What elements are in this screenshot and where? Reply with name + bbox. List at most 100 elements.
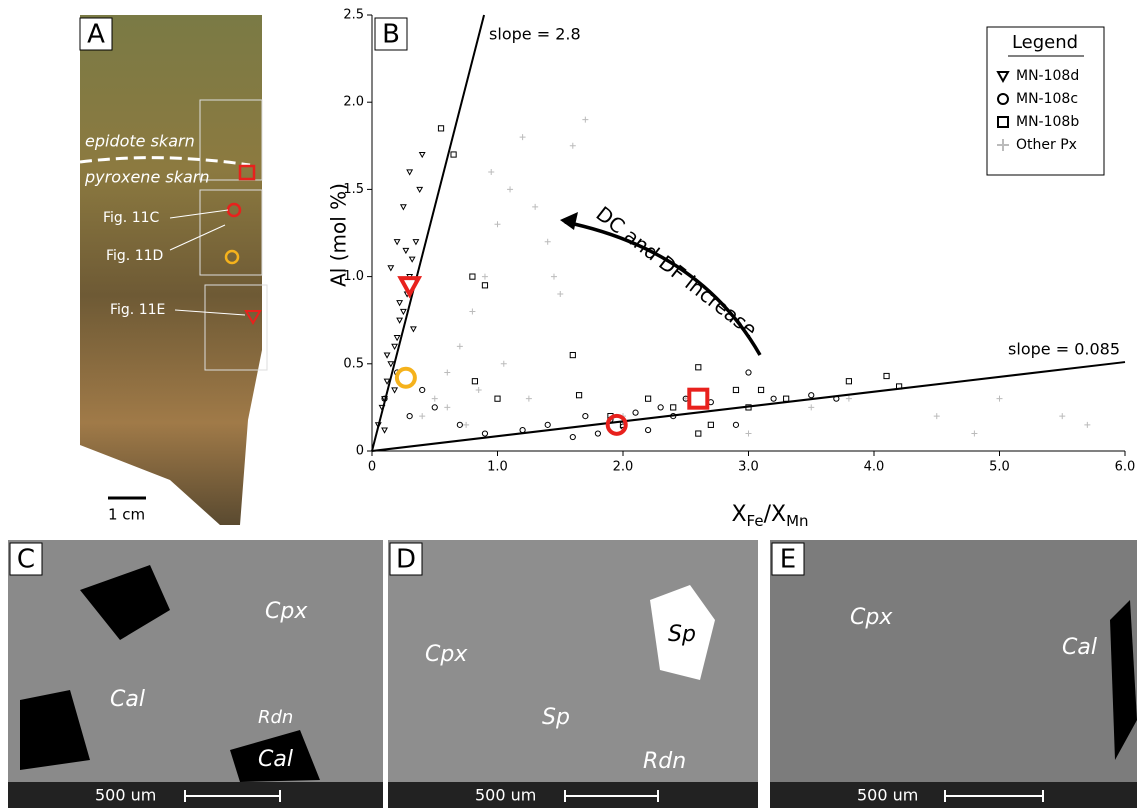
x-tick-label: 0 — [368, 460, 376, 475]
slope-label: slope = 2.8 — [489, 25, 581, 44]
triangle-marker — [412, 239, 420, 246]
annotation: DC and DF increase — [592, 201, 762, 341]
triangle-marker — [408, 256, 416, 263]
plus-marker — [463, 421, 470, 428]
legend-label: MN-108b — [1016, 114, 1079, 130]
frame — [199, 189, 263, 276]
bright-grain — [650, 585, 715, 680]
plus-marker — [481, 273, 488, 280]
circle-marker — [481, 430, 489, 437]
triangle-marker — [381, 427, 388, 434]
circle-marker — [632, 409, 639, 416]
panel-d: D Cpx Sp Sp Rdn 500 um — [388, 540, 758, 808]
plus-marker — [488, 168, 495, 175]
x-axis-label-part: /X — [764, 502, 786, 527]
x-tick-label: 3.0 — [738, 460, 759, 475]
circle-marker — [569, 433, 576, 441]
triangle-marker — [396, 317, 404, 324]
plus-marker — [500, 360, 507, 367]
circle-marker — [594, 430, 602, 437]
annotation: Fig. 11C — [103, 210, 160, 226]
mineral-label: Cpx — [425, 642, 468, 667]
triangle-marker — [393, 335, 401, 342]
triangle-marker — [383, 378, 391, 385]
plus-marker — [569, 142, 576, 149]
scale-label: 500 um — [475, 786, 536, 805]
square-marker — [695, 364, 702, 371]
circle-marker — [394, 366, 417, 389]
plus-marker — [475, 386, 482, 393]
triangle-marker — [393, 239, 401, 246]
plus-marker — [582, 116, 589, 123]
legend — [986, 26, 1105, 176]
label-box — [389, 542, 423, 576]
contact — [79, 156, 251, 167]
square-marker — [783, 395, 790, 402]
circle-marker — [605, 413, 628, 436]
triangle-marker — [996, 71, 1010, 84]
plus-marker — [845, 395, 852, 402]
frame — [204, 284, 268, 371]
mineral-label: Cal — [1062, 635, 1097, 660]
marker — [238, 164, 256, 181]
slope-line — [371, 361, 1126, 452]
arrow-head — [560, 212, 578, 230]
circle-marker — [808, 392, 815, 399]
mineral-label: Cpx — [850, 605, 893, 630]
triangle-marker — [391, 387, 399, 394]
annotation: epidote skarn — [85, 132, 195, 151]
y-tick-label: 2.5 — [343, 8, 364, 23]
square-marker — [471, 378, 479, 385]
scale-bar — [184, 790, 281, 802]
plus-marker — [971, 430, 978, 437]
square-marker — [883, 372, 890, 380]
mineral-label: Sp — [542, 705, 570, 730]
plus-marker — [544, 238, 551, 245]
panel-label: A — [87, 20, 105, 50]
legend-label: MN-108d — [1016, 68, 1079, 84]
triangle-marker — [399, 308, 407, 316]
slope-line — [371, 14, 486, 452]
plus-marker — [507, 186, 514, 193]
legend-label: MN-108c — [1016, 91, 1078, 107]
label-box — [9, 542, 43, 576]
triangle-marker — [402, 247, 410, 255]
sem-image — [770, 540, 1137, 782]
circle-marker — [456, 421, 463, 428]
marker — [224, 249, 240, 265]
triangle-marker — [387, 361, 395, 368]
square-marker — [707, 421, 714, 428]
panel-e: E Cpx Cal 500 um — [770, 540, 1137, 808]
circle-marker — [544, 421, 551, 428]
triangle-marker — [418, 151, 426, 159]
rock-photo — [80, 15, 262, 525]
dark-grain — [20, 565, 320, 782]
label-box — [374, 17, 408, 51]
circle-marker — [732, 421, 740, 428]
slope-label: slope = 0.085 — [1008, 340, 1120, 359]
y-tick-label: 2.0 — [343, 95, 364, 110]
square-marker — [645, 395, 652, 402]
y-tick-label: 1.0 — [343, 269, 364, 284]
plus-marker — [444, 369, 451, 376]
x-tick-label: 5.0 — [989, 460, 1010, 475]
pointer — [174, 309, 246, 316]
square-marker — [481, 282, 489, 289]
mineral-label: Cal — [258, 747, 293, 772]
square-marker — [575, 392, 583, 399]
square-marker — [569, 351, 576, 359]
plus-marker — [525, 395, 532, 402]
x-axis-label-part: Mn — [786, 512, 808, 530]
plus-marker — [933, 413, 940, 420]
annotation: Fig. 11E — [110, 302, 165, 318]
circle-marker — [770, 395, 777, 402]
x-axis-label-part: X — [731, 502, 746, 527]
square-marker — [845, 378, 852, 385]
panel-label: D — [396, 545, 416, 575]
circle-marker — [657, 404, 664, 411]
square-marker — [469, 273, 476, 280]
y-tick-label: 0 — [356, 444, 364, 459]
annotation: Fig. 11D — [106, 248, 163, 264]
x-tick-label: 4.0 — [864, 460, 885, 475]
pointer — [169, 209, 229, 219]
